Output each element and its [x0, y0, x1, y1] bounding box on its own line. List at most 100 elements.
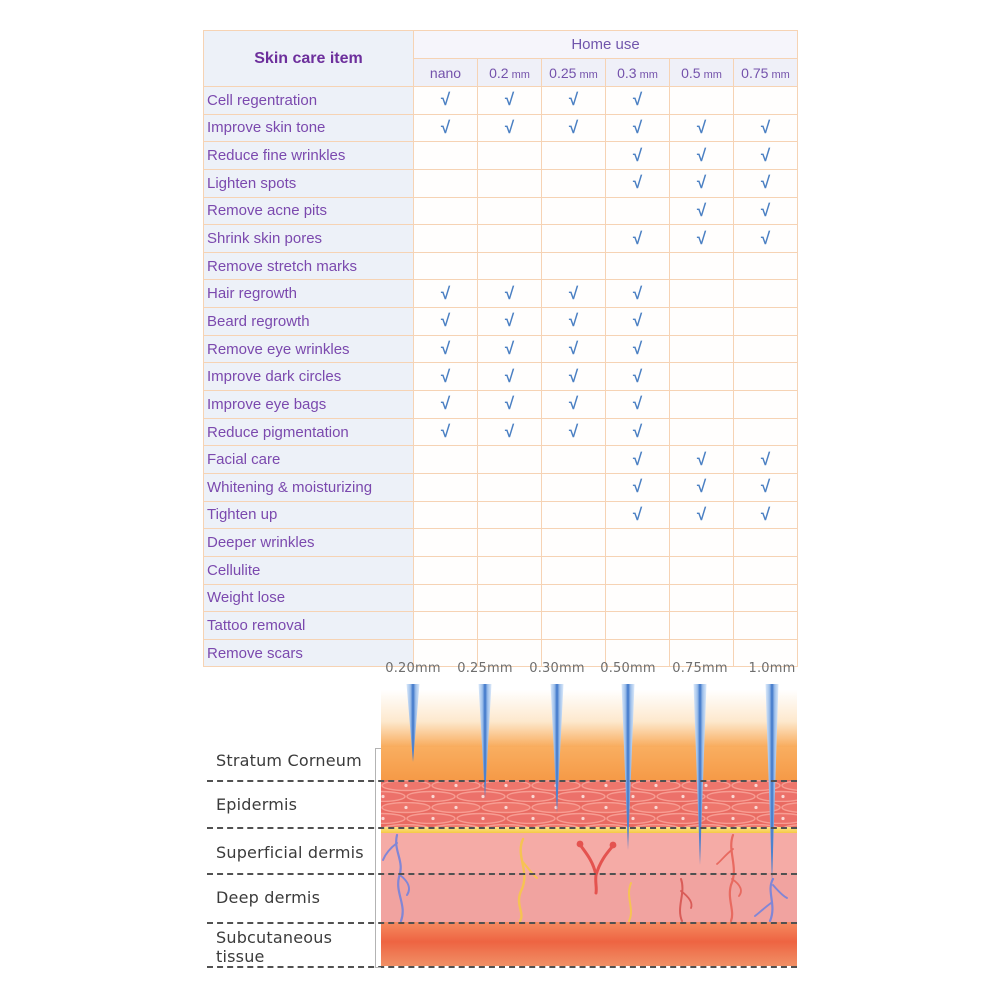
check-cell: √ [733, 472, 798, 502]
column-unit: mm [700, 68, 722, 81]
deep-dermis-band [381, 873, 797, 922]
corner-header: Skin care item [203, 30, 414, 87]
empty-cell [541, 445, 606, 474]
row-label: Beard regrowth [203, 307, 414, 336]
check-cell: √ [605, 141, 670, 170]
table-row: Remove acne pits √ √ [203, 196, 798, 226]
check-cell: √ [541, 390, 606, 419]
empty-cell [669, 417, 734, 447]
empty-cell [669, 334, 734, 364]
empty-cell [733, 279, 798, 309]
empty-cell [413, 224, 478, 253]
check-cell: √ [605, 417, 670, 447]
table-row: Deeper wrinkles [203, 528, 798, 557]
row-label: Improve skin tone [203, 113, 414, 143]
column-header-nano: nano [413, 58, 478, 87]
empty-cell [477, 583, 542, 613]
column-header-075: 0.75 mm [733, 58, 798, 87]
check-cell: √ [477, 390, 542, 419]
table-row: Remove scars [203, 638, 798, 668]
column-header-02: 0.2 mm [477, 58, 542, 87]
empty-cell [541, 638, 606, 668]
check-cell: √ [541, 113, 606, 143]
table-row: Reduce pigmentation √ √ √ √ [203, 417, 798, 447]
basement-membrane-band [381, 827, 797, 833]
needle-depth-label: 1.0mm [748, 661, 796, 676]
check-cell: √ [669, 224, 734, 253]
row-label: Lighten spots [203, 168, 414, 198]
check-cell: √ [477, 307, 542, 336]
check-cell: √ [541, 417, 606, 447]
check-cell: √ [477, 279, 542, 309]
empty-cell [541, 583, 606, 613]
empty-cell [477, 638, 542, 668]
needle-depth-label: 0.30mm [529, 661, 585, 676]
empty-cell [477, 168, 542, 198]
column-unit: mm [576, 68, 598, 81]
empty-cell [669, 583, 734, 613]
check-cell: √ [669, 500, 734, 530]
empty-cell [541, 500, 606, 530]
table-row: Facial care √ √ √ [203, 445, 798, 474]
check-cell: √ [605, 390, 670, 419]
table-row: Improve skin tone √ √ √ √ √ √ [203, 113, 798, 143]
empty-cell [413, 168, 478, 198]
empty-cell [605, 196, 670, 226]
empty-cell [669, 251, 734, 281]
empty-cell [477, 528, 542, 557]
empty-cell [413, 638, 478, 668]
empty-cell [477, 196, 542, 226]
size-header-row: nano 0.2 mm 0.25 mm 0.3 mm 0.5 mm 0.75 mm [204, 58, 798, 87]
table-row: Cellulite [203, 555, 798, 585]
superficial-dermis-band [381, 833, 797, 873]
empty-cell [669, 555, 734, 585]
check-cell: √ [477, 113, 542, 143]
check-cell: √ [605, 472, 670, 502]
column-unit: mm [768, 68, 790, 81]
layer-label-subcutaneous-tissue: Subcutaneous tissue [216, 928, 333, 966]
table-row: Improve dark circles √ √ √ √ [203, 362, 798, 392]
layer-label-deep-dermis: Deep dermis [216, 888, 321, 907]
depth-bracket [375, 748, 381, 968]
empty-cell [541, 224, 606, 253]
empty-cell [541, 168, 606, 198]
table-row: Remove stretch marks [203, 251, 798, 281]
empty-cell [733, 251, 798, 281]
empty-cell [477, 141, 542, 170]
table-row: Cell regentration √ √ √ √ [203, 86, 798, 115]
check-cell: √ [733, 224, 798, 253]
empty-cell [669, 390, 734, 419]
layer-boundary-line [207, 873, 797, 875]
empty-cell [541, 141, 606, 170]
check-cell: √ [669, 141, 734, 170]
row-label: Improve eye bags [203, 390, 414, 419]
table-row: Beard regrowth √ √ √ √ [203, 307, 798, 336]
check-cell: √ [733, 141, 798, 170]
row-label: Cell regentration [203, 86, 414, 115]
empty-cell [477, 224, 542, 253]
check-cell: √ [477, 362, 542, 392]
empty-cell [413, 555, 478, 585]
row-label: Tighten up [203, 500, 414, 530]
empty-cell [733, 334, 798, 364]
check-cell: √ [413, 362, 478, 392]
empty-cell [413, 251, 478, 281]
empty-cell [541, 555, 606, 585]
layer-boundary-line [207, 966, 797, 968]
table-row: Remove eye wrinkles √ √ √ √ [203, 334, 798, 364]
needle-depth-label: 0.20mm [385, 661, 441, 676]
empty-cell [413, 196, 478, 226]
row-label: Hair regrowth [203, 279, 414, 309]
table-row: Shrink skin pores √ √ √ [203, 224, 798, 253]
check-cell: √ [541, 279, 606, 309]
check-cell: √ [413, 307, 478, 336]
epidermis-band [381, 780, 797, 827]
check-cell: √ [605, 500, 670, 530]
check-cell: √ [733, 113, 798, 143]
empty-cell [669, 279, 734, 309]
row-label: Shrink skin pores [203, 224, 414, 253]
check-cell: √ [413, 113, 478, 143]
skin-depth-diagram: 0.20mm 0.25mm 0.30mm 0.50mm 0.75mm 1.0mm [203, 655, 797, 987]
check-cell: √ [605, 307, 670, 336]
